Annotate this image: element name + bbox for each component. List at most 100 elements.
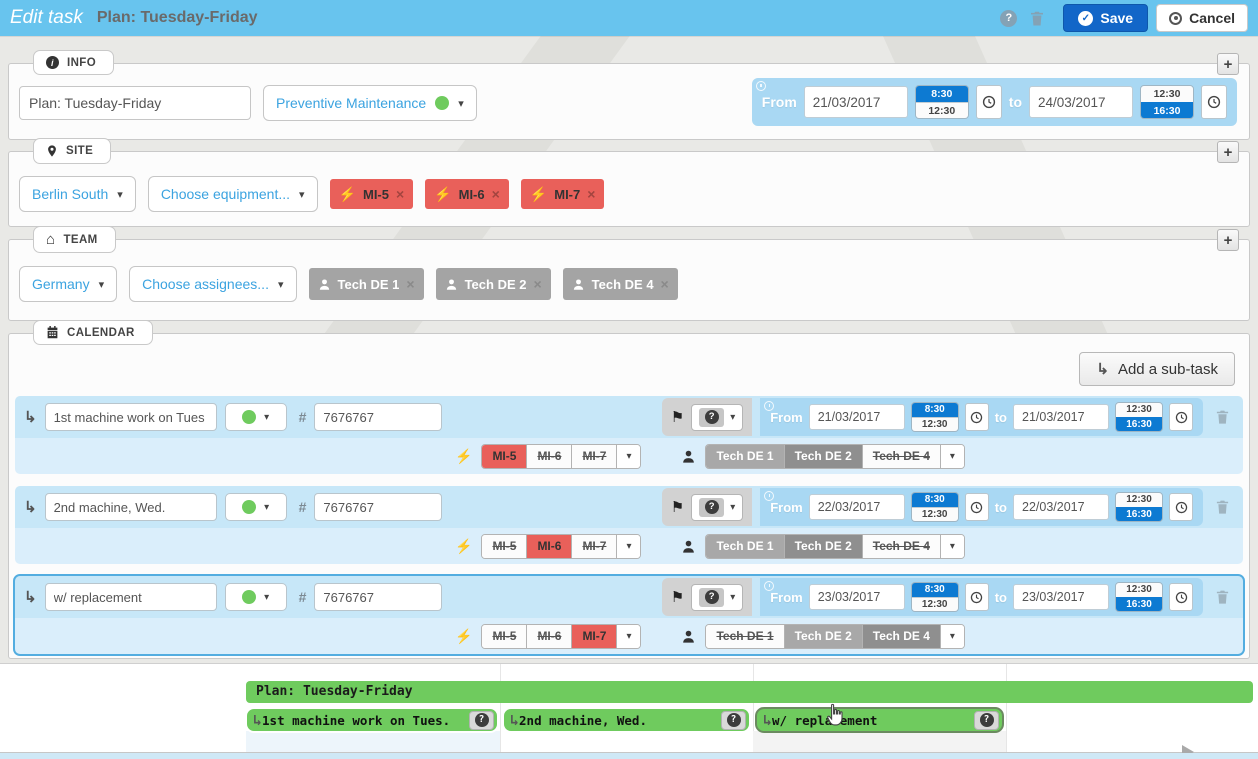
subtask-number-input[interactable]	[314, 403, 443, 431]
delete-subtask-button[interactable]	[1211, 589, 1234, 605]
priority-dropdown[interactable]: ? ▾	[691, 493, 744, 521]
time-picker-button[interactable]	[1169, 403, 1193, 431]
time-picker-button[interactable]	[964, 583, 989, 611]
to-time-chip[interactable]: 12:30 16:30	[1115, 492, 1163, 522]
assignee-option[interactable]: Tech DE 4	[862, 444, 941, 468]
equipment-dropdown[interactable]: Choose equipment... ▾	[147, 176, 318, 212]
chevron-down-icon[interactable]: ▾	[940, 534, 964, 558]
time-option[interactable]: 8:30	[915, 86, 968, 102]
subtask-name-input[interactable]	[44, 493, 217, 521]
bar-status-badge[interactable]: ?	[469, 710, 494, 730]
site-dropdown[interactable]: Berlin South ▾	[19, 176, 136, 212]
time-option[interactable]: 8:30	[911, 403, 958, 417]
assignee-option[interactable]: Tech DE 2	[784, 534, 863, 558]
time-option[interactable]: 12:30	[1116, 403, 1162, 417]
add-subtask-button[interactable]: ↳ Add a sub-task	[1079, 352, 1235, 386]
subtask-name-input[interactable]	[44, 583, 217, 611]
from-date-input[interactable]	[808, 584, 905, 610]
to-time-chip[interactable]: 12:30 16:30	[1140, 85, 1194, 119]
to-date-input[interactable]	[1013, 404, 1109, 430]
from-date-input[interactable]	[808, 404, 905, 430]
time-picker-button[interactable]	[964, 403, 989, 431]
save-button[interactable]: ✓ Save	[1063, 4, 1149, 32]
time-option[interactable]: 12:30	[1141, 86, 1193, 102]
to-date-input[interactable]	[1029, 86, 1133, 118]
team-dropdown[interactable]: Germany ▾	[19, 266, 118, 302]
subtask-number-input[interactable]	[314, 583, 443, 611]
from-time-chip[interactable]: 8:30 12:30	[914, 85, 969, 119]
gantt-subtask-bar[interactable]: ↳ 2nd machine, Wed. ?	[502, 707, 751, 733]
equipment-option[interactable]: MI-7	[572, 624, 618, 648]
to-date-input[interactable]	[1013, 584, 1109, 610]
category-dropdown[interactable]: Preventive Maintenance ▾	[263, 85, 477, 121]
equipment-option[interactable]: MI-7	[572, 444, 618, 468]
equipment-option[interactable]: MI-7	[572, 534, 618, 558]
equipment-option[interactable]: MI-5	[482, 534, 528, 558]
time-option[interactable]: 12:30	[911, 507, 958, 521]
time-option[interactable]: 12:30	[1116, 493, 1162, 507]
time-option[interactable]: 8:30	[911, 493, 958, 507]
time-option[interactable]: 16:30	[1116, 417, 1162, 431]
remove-tag-icon[interactable]: ×	[660, 276, 669, 292]
team-add-button[interactable]: +	[1217, 229, 1239, 251]
subtask-number-input[interactable]	[314, 493, 443, 521]
priority-dropdown[interactable]: ? ▾	[691, 403, 744, 431]
subtask-name-input[interactable]	[44, 403, 217, 431]
subtask-status-dropdown[interactable]: ▾	[224, 493, 287, 521]
chevron-down-icon[interactable]: ▾	[617, 534, 641, 558]
time-picker-button[interactable]	[1201, 85, 1227, 119]
help-icon[interactable]: ?	[1000, 9, 1018, 27]
chevron-down-icon[interactable]: ▾	[617, 444, 641, 468]
subtask-status-dropdown[interactable]: ▾	[224, 583, 287, 611]
time-option[interactable]: 16:30	[1116, 507, 1162, 521]
gantt-subtask-bar[interactable]: ↳ w/ replacement ?	[755, 707, 1004, 733]
delete-task-icon[interactable]	[1029, 10, 1045, 27]
from-date-input[interactable]	[808, 494, 905, 520]
assignee-option[interactable]: Tech DE 1	[706, 444, 785, 468]
assignee-option[interactable]: Tech DE 2	[784, 624, 863, 648]
gantt-subtask-bar[interactable]: ↳ 1st machine work on Tues. ?	[245, 707, 499, 733]
remove-tag-icon[interactable]: ×	[491, 186, 500, 202]
info-add-button[interactable]: +	[1217, 53, 1239, 75]
subtask-status-dropdown[interactable]: ▾	[224, 403, 287, 431]
time-option[interactable]: 16:30	[1116, 597, 1162, 611]
time-option[interactable]: 12:30	[911, 597, 958, 611]
to-time-chip[interactable]: 12:30 16:30	[1115, 582, 1163, 612]
site-add-button[interactable]: +	[1217, 141, 1239, 163]
assignee-option[interactable]: Tech DE 4	[862, 624, 941, 648]
to-date-input[interactable]	[1013, 494, 1109, 520]
priority-dropdown[interactable]: ? ▾	[691, 583, 744, 611]
gantt-parent-bar[interactable]: Plan: Tuesday-Friday	[246, 681, 1253, 703]
to-time-chip[interactable]: 12:30 16:30	[1115, 402, 1163, 432]
time-picker-button[interactable]	[975, 85, 1002, 119]
task-name-input[interactable]	[19, 86, 251, 120]
from-time-chip[interactable]: 8:30 12:30	[910, 582, 959, 612]
from-time-chip[interactable]: 8:30 12:30	[910, 402, 959, 432]
chevron-down-icon[interactable]: ▾	[940, 624, 964, 648]
assignee-dropdown[interactable]: Choose assignees... ▾	[129, 266, 297, 302]
delete-subtask-button[interactable]	[1211, 409, 1234, 425]
assignee-option[interactable]: Tech DE 1	[706, 534, 785, 558]
remove-tag-icon[interactable]: ×	[587, 186, 596, 202]
from-date-input[interactable]	[803, 86, 908, 118]
remove-tag-icon[interactable]: ×	[406, 276, 415, 292]
remove-tag-icon[interactable]: ×	[395, 186, 405, 202]
cancel-button[interactable]: Cancel	[1156, 4, 1248, 32]
equipment-option[interactable]: MI-6	[527, 624, 573, 648]
bar-status-badge[interactable]: ?	[974, 710, 999, 730]
equipment-option[interactable]: MI-5	[482, 444, 528, 468]
from-time-chip[interactable]: 8:30 12:30	[910, 492, 959, 522]
remove-tag-icon[interactable]: ×	[533, 276, 542, 292]
time-option[interactable]: 12:30	[911, 417, 958, 431]
time-option[interactable]: 12:30	[1116, 583, 1162, 597]
time-option[interactable]: 16:30	[1141, 102, 1193, 118]
time-picker-button[interactable]	[964, 493, 989, 521]
bar-status-badge[interactable]: ?	[721, 710, 746, 730]
equipment-option[interactable]: MI-5	[482, 624, 528, 648]
equipment-option[interactable]: MI-6	[527, 534, 573, 558]
delete-subtask-button[interactable]	[1211, 499, 1234, 515]
time-option[interactable]: 8:30	[911, 583, 958, 597]
time-picker-button[interactable]	[1169, 493, 1193, 521]
assignee-option[interactable]: Tech DE 4	[862, 534, 941, 558]
chevron-down-icon[interactable]: ▾	[940, 444, 964, 468]
